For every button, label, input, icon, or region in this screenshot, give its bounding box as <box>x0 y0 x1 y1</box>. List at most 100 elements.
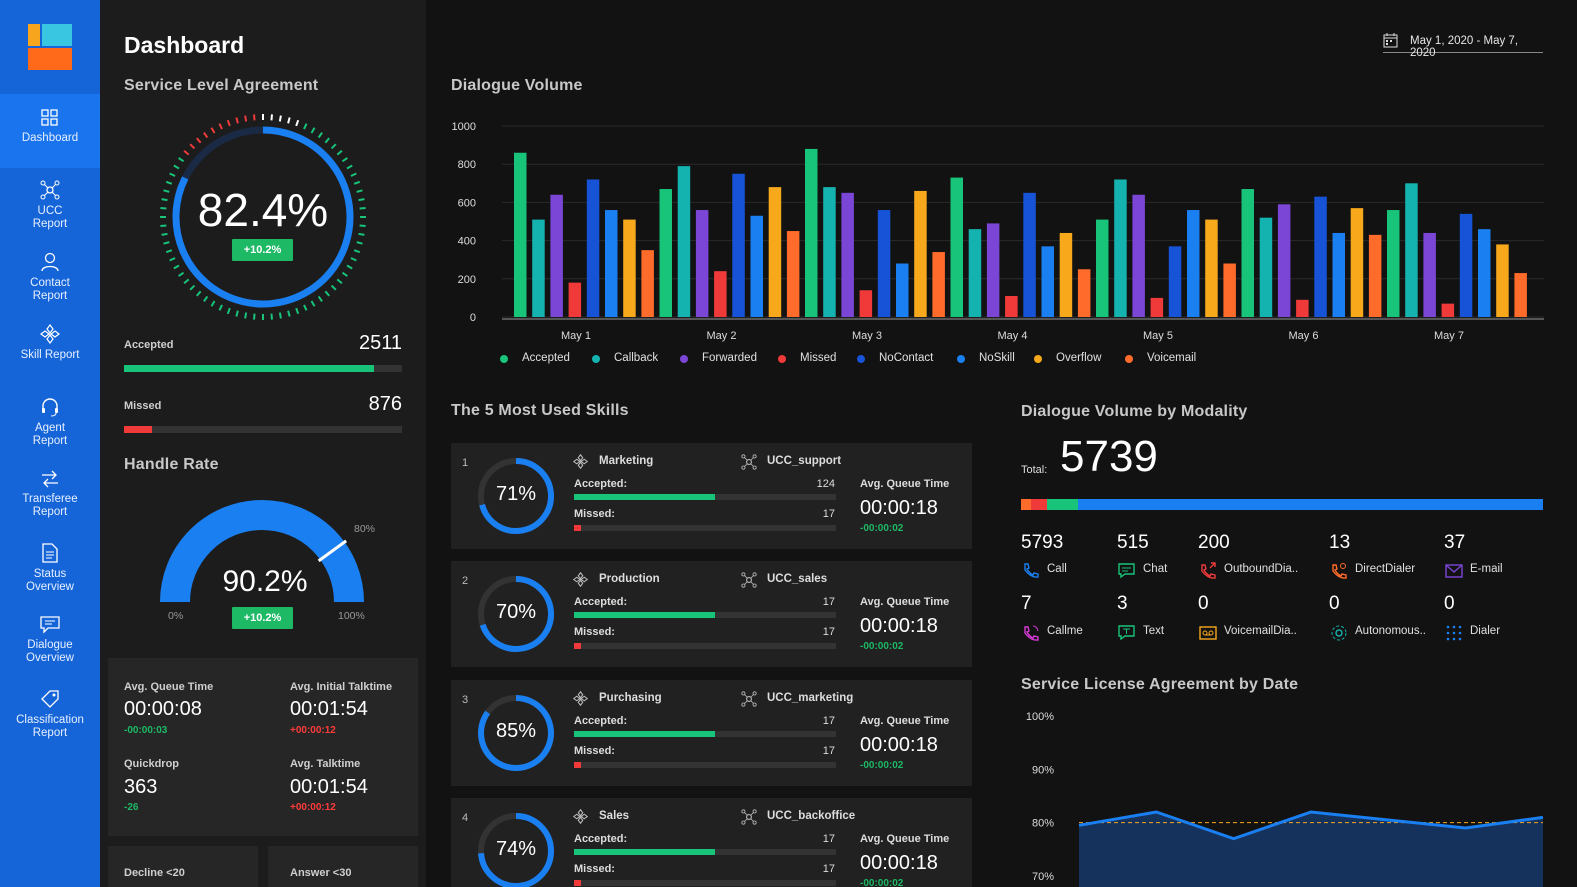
skill-missed-label: Missed: <box>574 626 615 638</box>
app-logo[interactable] <box>28 24 72 70</box>
bar-overflow <box>914 190 927 317</box>
mail-icon <box>1445 564 1463 578</box>
skill-percent-ring <box>478 458 554 534</box>
bar-noskill <box>896 263 909 317</box>
skill-percent-arc <box>479 576 554 652</box>
sla-gauge-tick <box>359 207 366 210</box>
sla-gauge-tick <box>330 284 337 291</box>
skill-percent-ring <box>478 576 554 652</box>
skill-rank: 3 <box>462 694 469 706</box>
skill-aqt-delta: -00:00:02 <box>860 641 904 652</box>
modality-stacked-bar <box>1021 499 1543 510</box>
date-range-picker[interactable]: May 1, 2020 - May 7, 2020 <box>1383 33 1543 59</box>
sidebar-item-label: Agent Report <box>32 422 68 447</box>
y-tick-label: 100% <box>1026 711 1054 723</box>
skill-missed-fill <box>574 525 581 531</box>
avg-queue-label: Avg. Queue Time <box>124 681 214 693</box>
sidebar-item-skill-report[interactable]: Skill Report <box>0 314 100 386</box>
bar-callback <box>1114 179 1127 317</box>
sla-gauge-tick <box>270 114 273 121</box>
sla-gauge-tick <box>359 224 366 227</box>
x-tick-label: May 7 <box>1434 330 1464 342</box>
skill-card[interactable]: 3 85% Purchasing UCC_marketing Accepted:… <box>451 680 972 786</box>
skill-missed-fill <box>574 643 581 649</box>
skill-name: Sales <box>599 810 630 822</box>
sidebar-item-ucc-report[interactable]: UCC Report <box>0 170 100 242</box>
skill-card[interactable]: 1 71% Marketing UCC_support Accepted: 12… <box>451 443 972 549</box>
skill-accepted-value: 124 <box>816 478 835 490</box>
bar-noskill <box>750 215 763 317</box>
sidebar-item-classification-report[interactable]: Classification Report <box>0 679 100 751</box>
modality-label: Text <box>1143 625 1165 637</box>
sla-gauge-tick <box>356 189 363 193</box>
bar-overflow <box>1059 232 1073 317</box>
modality-label: E-mail <box>1470 563 1503 575</box>
skill-aqt-delta: -00:00:02 <box>860 760 904 771</box>
bar-forwarded <box>986 223 1000 317</box>
skill-missed-value: 17 <box>822 626 835 638</box>
skill-aqt-value: 00:00:18 <box>860 734 938 756</box>
legend-swatch <box>680 355 688 363</box>
handle-rate-arc <box>160 500 364 603</box>
sla-gauge-tick <box>317 132 323 139</box>
sla-gauge-tick <box>324 137 330 144</box>
legend-label: NoContact <box>879 352 934 364</box>
sidebar-item-status-overview[interactable]: Status Overview <box>0 533 100 605</box>
quickdrop-label: Quickdrop <box>124 758 180 770</box>
sidebar-item-contact-report[interactable]: Contact Report <box>0 242 100 314</box>
bar-callback <box>1259 217 1273 317</box>
quickdrop-value: 363 <box>124 776 158 798</box>
sla-gauge-tick <box>270 313 273 320</box>
sla-gauge-tick <box>178 271 185 277</box>
skill-percent: 71% <box>495 483 537 505</box>
sla-gauge-tick <box>303 123 308 130</box>
skill-aqt-delta: -00:00:02 <box>860 523 904 534</box>
sla-gauge-tick <box>358 198 365 202</box>
quickdrop-delta: -26 <box>124 802 139 813</box>
sla-gauge-tick <box>350 257 357 262</box>
queue-icon <box>741 809 757 830</box>
sla-gauge-tick <box>358 232 365 236</box>
answer-label: Answer <30 <box>290 867 352 879</box>
y-tick-label: 1000 <box>452 121 476 133</box>
skill-percent-arc <box>478 813 554 887</box>
sidebar-item-label: Contact Report <box>30 277 70 302</box>
sla-gauge-tick <box>160 207 167 210</box>
skill-missed-fill <box>574 762 581 768</box>
sla-gauge-tick <box>226 119 231 127</box>
sidebar-item-dashboard[interactable]: Dashboard <box>0 94 100 168</box>
bar-overflow <box>1496 244 1509 317</box>
skill-missed-bar <box>574 643 836 649</box>
queue-icon <box>741 572 757 593</box>
autonomous-icon <box>1331 625 1347 641</box>
page-title: Dashboard <box>124 32 245 58</box>
y-tick-label: 0 <box>470 312 476 324</box>
bar-accepted <box>514 152 527 317</box>
skill-card[interactable]: 4 74% Sales UCC_backoffice Accepted: 17 … <box>451 798 972 887</box>
sidebar-item-agent-report[interactable]: Agent Report <box>0 387 100 459</box>
legend-swatch <box>778 355 786 363</box>
decline-label: Decline <20 <box>124 867 185 879</box>
skill-card[interactable]: 2 70% Production UCC_sales Accepted: 17 … <box>451 561 972 667</box>
bar-nocontact <box>1459 213 1473 317</box>
legend-swatch <box>857 355 865 363</box>
sla-line <box>1078 810 1544 841</box>
accepted-progress <box>124 365 402 372</box>
sla-gauge-tick <box>161 198 168 202</box>
modality-value: 515 <box>1117 532 1149 553</box>
skill-missed-bar <box>574 762 836 768</box>
sla-gauge-arc <box>172 126 354 308</box>
skill-missed-bar <box>574 525 836 531</box>
sidebar-item-dialogue-overview[interactable]: Dialogue Overview <box>0 606 100 678</box>
calendar-icon <box>1383 33 1398 48</box>
missed-label: Missed <box>124 400 162 412</box>
sla-gauge-tick <box>287 117 291 124</box>
sla-gauge-tick <box>324 290 330 297</box>
bar-noskill <box>1478 229 1491 317</box>
sla-by-date-title: Service License Agreement by Date <box>1021 676 1299 693</box>
bar-noskill <box>605 210 618 317</box>
sidebar-item-transferee-report[interactable]: Transferee Report <box>0 460 100 532</box>
sla-gauge-tick <box>353 180 361 185</box>
puzzle-icon <box>572 690 589 711</box>
skill-percent-ring <box>478 695 554 771</box>
